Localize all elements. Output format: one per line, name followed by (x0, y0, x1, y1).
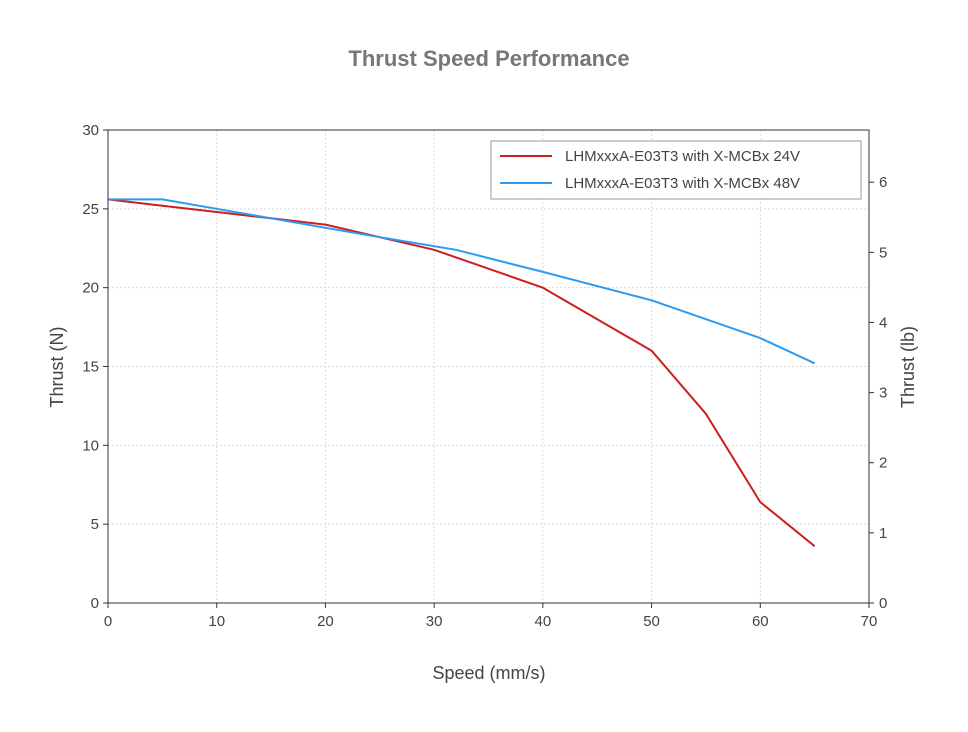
series-line-0 (107, 198, 816, 547)
legend: LHMxxxA-E03T3 with X-MCBx 24V LHMxxxA-E0… (490, 140, 862, 200)
y-axis-title: Thrust (N) (47, 327, 67, 408)
y2-tick-label: 4 (879, 314, 887, 331)
x-tick-label: 10 (208, 613, 225, 630)
y-tick-label: 5 (91, 516, 99, 533)
y-tick-label: 30 (82, 122, 99, 139)
legend-box (490, 140, 862, 200)
series-line-1 (108, 198, 816, 365)
y-tick-label: 0 (91, 595, 99, 612)
y2-tick-label: 3 (879, 385, 887, 402)
y-tick-label: 10 (82, 437, 99, 454)
legend-label-24v: LHMxxxA-E03T3 with X-MCBx 24V (565, 148, 800, 165)
x-tick-label: 70 (861, 613, 878, 630)
y2-tick-label: 1 (879, 525, 887, 542)
y2-axis-title: Thrust (lb) (898, 326, 918, 408)
x-tick-label: 20 (317, 613, 334, 630)
y2-tick-label: 5 (879, 244, 887, 261)
x-tick-label: 30 (426, 613, 443, 630)
x-axis-title: Speed (mm/s) (432, 663, 545, 683)
x-tick-label: 40 (535, 613, 552, 630)
series-lines (107, 198, 816, 547)
y-tick-label: 15 (82, 359, 99, 376)
y2-tick-label: 0 (879, 595, 887, 612)
y-tick-label: 20 (82, 280, 99, 297)
y2-tick-label: 6 (879, 174, 887, 191)
y2-tick-label: 2 (879, 455, 887, 472)
x-tick-label: 0 (104, 613, 112, 630)
chart-title: Thrust Speed Performance (348, 46, 629, 71)
x-tick-label: 50 (643, 613, 660, 630)
x-tick-label: 60 (752, 613, 769, 630)
legend-label-48v: LHMxxxA-E03T3 with X-MCBx 48V (565, 175, 800, 192)
y-tick-label: 25 (82, 201, 99, 218)
